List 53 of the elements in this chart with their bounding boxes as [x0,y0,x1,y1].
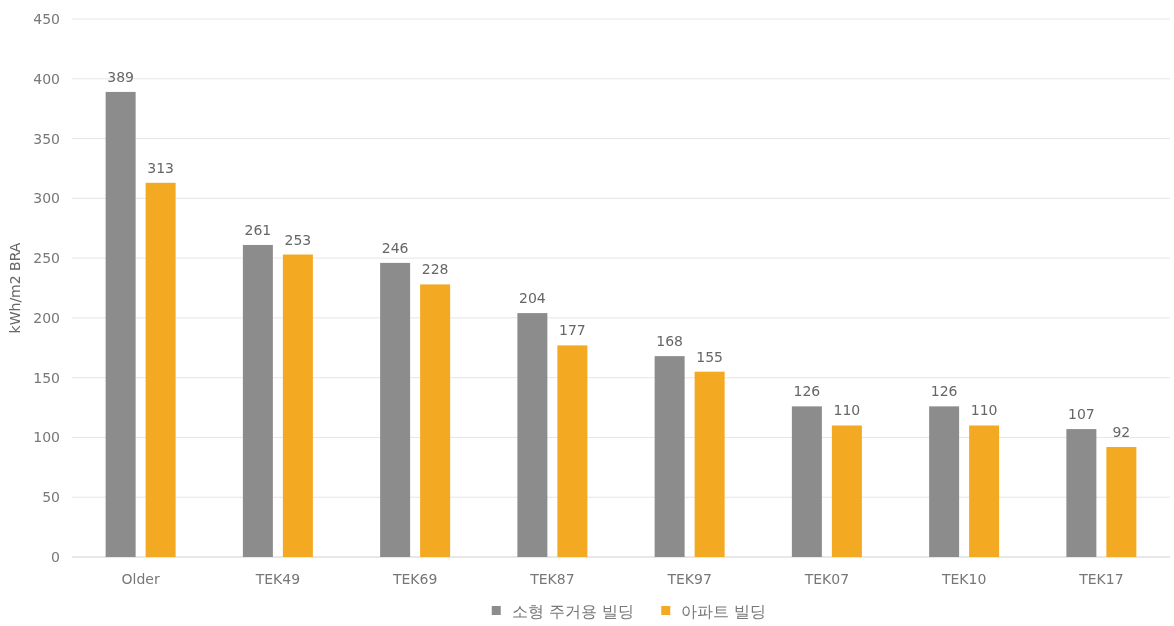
y-tick-label: 0 [51,549,60,565]
bar [694,371,725,557]
y-tick-label: 50 [42,489,60,506]
bar [517,313,548,557]
x-tick-label: TEK87 [529,571,575,587]
data-label: 110 [970,402,998,419]
data-label: 261 [244,221,272,238]
x-tick-label: TEK49 [254,571,301,587]
data-label: 228 [421,261,449,278]
legend-label: 소형 주거용 빌딩 [511,602,634,621]
bar [791,406,822,557]
y-tick-label: 450 [33,11,60,27]
y-axis-title: kWh/m2 BRA [7,242,23,334]
bar [929,406,960,557]
data-label: 126 [930,383,958,400]
data-label: 246 [381,239,409,256]
data-label: 126 [793,383,821,400]
x-tick-label: TEK17 [1078,571,1124,587]
data-label: 155 [696,348,723,365]
y-tick-label: 250 [33,250,60,267]
x-tick-label: TEK69 [391,571,438,587]
bar [969,425,1000,557]
data-label: 177 [559,322,586,339]
bar [242,244,273,557]
x-tick-label: TEK97 [666,571,712,587]
y-tick-label: 200 [33,309,60,326]
bar [282,254,313,557]
data-label: 389 [107,68,134,85]
data-label: 92 [1112,424,1131,441]
bar [105,91,136,557]
bar [1106,447,1137,557]
bar [831,425,862,557]
y-tick-label: 350 [33,130,60,147]
x-tick-label: TEK10 [940,571,987,587]
data-label: 107 [1068,406,1095,423]
bar [654,356,685,557]
x-tick-label: Older [121,571,160,587]
bar [145,182,176,557]
y-tick-label: 400 [33,70,60,87]
y-tick-label: 300 [33,190,60,207]
bar [557,345,588,557]
y-tick-label: 150 [33,369,60,386]
legend-label: 아파트 빌딩 [681,602,767,621]
bar [1066,429,1097,557]
data-label: 313 [147,159,174,176]
y-tick-label: 100 [33,429,60,446]
data-label: 253 [284,231,312,248]
x-tick-label: TEK07 [803,571,850,587]
data-label: 204 [519,290,546,307]
data-label: 168 [656,333,683,350]
bar [380,262,411,557]
bar [420,284,451,557]
data-label: 110 [833,402,861,419]
